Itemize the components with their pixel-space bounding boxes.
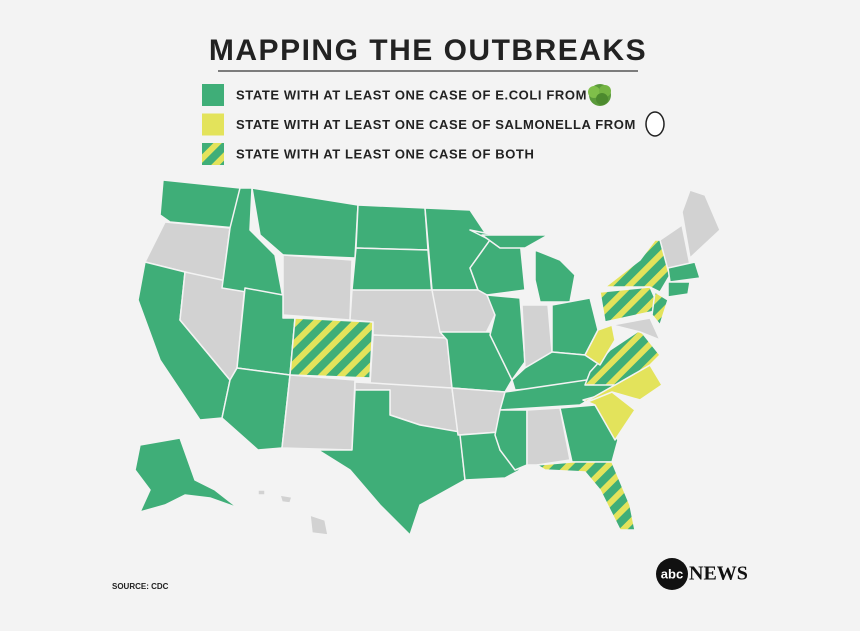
lettuce-icon [588, 84, 611, 106]
legend-label: STATE WITH AT LEAST ONE CASE OF SALMONEL… [236, 117, 636, 132]
legend: STATE WITH AT LEAST ONE CASE OF E.COLI F… [202, 84, 636, 165]
legend-swatch [202, 113, 224, 136]
title: MAPPING THE OUTBREAKS [209, 34, 647, 67]
legend-swatch [202, 84, 224, 106]
egg-icon [645, 111, 665, 137]
logo-text: NEWS [689, 563, 748, 585]
legend-swatch [202, 143, 224, 165]
logo-mark: abc [661, 566, 683, 581]
legend-label: STATE WITH AT LEAST ONE CASE OF BOTH [236, 146, 534, 161]
logo-circle [656, 558, 688, 590]
source: SOURCE: CDC [112, 582, 169, 591]
legend-label: STATE WITH AT LEAST ONE CASE OF E.COLI F… [236, 87, 587, 102]
us-map [134, 179, 721, 536]
